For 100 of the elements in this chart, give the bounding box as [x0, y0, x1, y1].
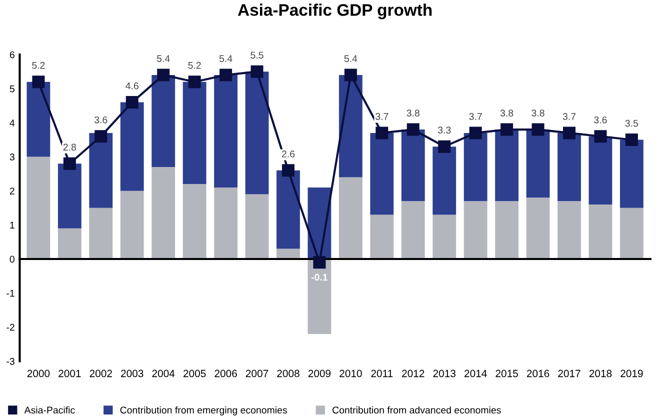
data-label: 3.7 — [469, 113, 482, 120]
point — [376, 126, 388, 140]
data-label: 2.8 — [63, 144, 76, 151]
x-tick-label: 2003 — [121, 370, 144, 378]
y-tick-label: -2 — [6, 324, 14, 331]
point — [220, 68, 232, 82]
point — [250, 65, 264, 78]
legend-label: Asia-Pacific — [24, 406, 75, 414]
bar — [58, 228, 82, 259]
chart-title: Asia-Pacific GDP growth — [238, 4, 432, 20]
point — [406, 123, 420, 136]
point — [157, 68, 170, 82]
legend-label: Contribution from advanced economies — [332, 406, 501, 414]
bar — [26, 82, 50, 157]
y-tick-label: 3 — [10, 154, 14, 160]
bar — [152, 75, 176, 168]
x-tick-label: 2000 — [27, 370, 50, 378]
bar — [526, 130, 550, 198]
data-label: 5.4 — [344, 55, 358, 62]
x-tick-label: 2012 — [402, 370, 424, 378]
bar — [245, 72, 269, 194]
bar — [308, 259, 332, 334]
data-label: -0.1 — [311, 274, 328, 281]
point — [63, 157, 76, 170]
data-label: 5.2 — [188, 62, 201, 69]
point — [594, 130, 607, 143]
point — [469, 126, 482, 140]
bar — [120, 102, 144, 191]
data-label: 3.8 — [500, 110, 514, 117]
data-label: 5.4 — [156, 55, 170, 62]
x-tick-label: 2001 — [58, 370, 81, 378]
point — [313, 256, 326, 269]
data-label: 3.3 — [438, 126, 451, 134]
point — [563, 126, 576, 140]
point — [32, 76, 45, 88]
y-tick-label: -3 — [6, 358, 14, 365]
bar — [370, 214, 394, 259]
point — [188, 76, 201, 88]
y-tick-label: 1 — [10, 222, 14, 228]
x-tick-label: 2013 — [433, 370, 456, 378]
bar — [401, 130, 425, 202]
x-tick-label: 2011 — [371, 370, 393, 378]
bar — [120, 190, 144, 259]
data-label: 3.6 — [94, 116, 108, 124]
data-label: 3.7 — [376, 113, 388, 120]
data-label: 3.5 — [625, 120, 638, 127]
point — [500, 123, 514, 136]
bar — [214, 187, 238, 259]
data-label: 3.6 — [594, 116, 607, 124]
bar — [588, 204, 612, 259]
bar — [89, 208, 113, 259]
point — [438, 140, 451, 153]
bar — [245, 194, 269, 259]
legend-label: Contribution from emerging economies — [120, 406, 287, 416]
bar — [58, 164, 82, 228]
bar — [432, 214, 456, 259]
y-tick-label: 0 — [10, 256, 14, 263]
bar — [526, 198, 550, 259]
point — [625, 134, 638, 146]
bar — [432, 146, 456, 215]
y-tick-label: -1 — [6, 290, 14, 297]
bar — [495, 201, 519, 259]
x-tick-label: 2010 — [340, 370, 362, 378]
x-tick-label: 2017 — [558, 370, 580, 378]
point — [532, 123, 544, 136]
point — [344, 68, 357, 82]
x-tick-label: 2006 — [214, 370, 237, 378]
bar — [588, 136, 612, 204]
point — [126, 96, 138, 109]
x-tick-label: 2002 — [90, 370, 112, 378]
x-tick-label: 2019 — [620, 370, 643, 378]
y-tick-label: 6 — [10, 51, 14, 58]
x-tick-label: 2009 — [308, 370, 331, 378]
x-tick-label: 2016 — [526, 370, 550, 378]
x-tick-label: 2014 — [464, 370, 487, 378]
bar — [214, 75, 238, 188]
x-tick-label: 2007 — [246, 370, 268, 378]
data-label: 3.7 — [562, 113, 576, 120]
bar — [464, 201, 488, 259]
y-tick-label: 2 — [10, 188, 14, 194]
data-label: 5.5 — [250, 52, 264, 59]
data-label: 5.2 — [32, 62, 45, 69]
bar — [558, 201, 581, 259]
bar — [182, 82, 206, 184]
bar — [26, 156, 50, 259]
data-label: 3.8 — [406, 110, 420, 117]
data-label: 2.6 — [282, 150, 295, 158]
bar — [558, 132, 581, 202]
bar — [620, 140, 644, 208]
data-label: 3.8 — [532, 110, 544, 117]
bar — [338, 177, 362, 259]
bar — [276, 170, 300, 249]
y-tick-label: 4 — [10, 120, 15, 126]
bar — [495, 130, 519, 202]
y-tick-label: 5 — [10, 86, 14, 92]
point — [94, 130, 108, 143]
x-tick-label: 2005 — [184, 370, 206, 378]
x-tick-label: 2008 — [277, 370, 300, 378]
bar — [89, 132, 113, 208]
bar — [401, 201, 425, 259]
